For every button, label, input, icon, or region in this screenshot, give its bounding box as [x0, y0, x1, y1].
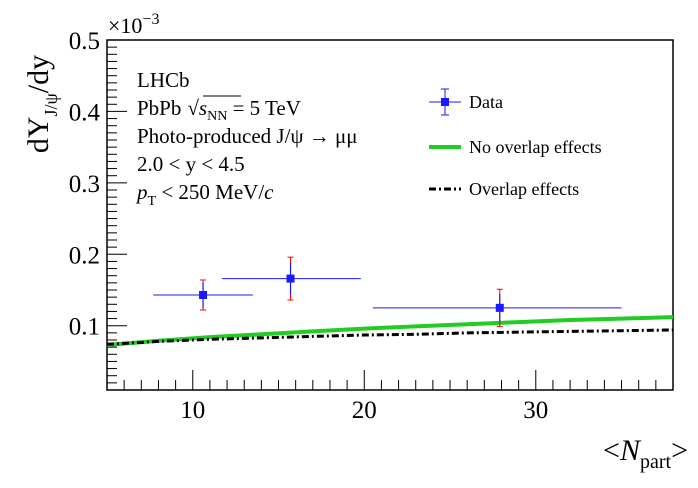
y-axis: 0.1 0.2 0.3 0.4 0.5 [69, 28, 127, 384]
x-axis-title: <Npart> [603, 434, 688, 473]
annotation-pt-unit: c [264, 180, 274, 204]
annotation-pt-cut: pT < 250 MeV/c [135, 180, 274, 209]
data-points-layer [153, 256, 622, 327]
legend-entry-data: Data [429, 88, 503, 116]
x-tick-label: 30 [523, 397, 548, 424]
legend-label-overlap: Overlap effects [469, 179, 579, 199]
y-axis-title-tail: /dy [22, 55, 55, 93]
plot-frame [106, 39, 674, 391]
annotation-rapidity: 2.0 < y < 4.5 [137, 152, 245, 176]
data-point [221, 256, 361, 301]
annotation-s-sub: NN [207, 109, 227, 124]
annotation-experiment: LHCb [137, 68, 190, 92]
x-axis: 10 20 30 [106, 370, 674, 424]
annotation-system-prefix: PbPb [137, 96, 181, 120]
y-axis-title-sub: J/ψ [41, 92, 61, 116]
y-tick-label: 0.2 [69, 242, 100, 269]
annotation-sqrt-symbol: √ [187, 96, 199, 120]
y-exponent-base: ×10 [108, 13, 142, 38]
annotation-pt-sub: T [148, 194, 157, 209]
x-tick-label: 10 [180, 397, 205, 424]
y-tick-label: 0.3 [69, 171, 100, 198]
data-marker [199, 291, 208, 299]
series-overlap-curve [106, 328, 674, 346]
series-no-overlap-curve [106, 315, 674, 347]
y-tick-label: 0.1 [69, 314, 100, 341]
annotation-energy: = 5 TeV [227, 96, 301, 120]
annotation-system: PbPb √sNN = 5 TeV [137, 96, 301, 124]
y-tick-label: 0.4 [69, 99, 101, 126]
data-marker [495, 303, 504, 312]
legend-label-data: Data [469, 92, 503, 112]
data-marker [286, 274, 295, 283]
x-axis-title-close: > [671, 434, 688, 467]
legend-data-marker [441, 98, 449, 106]
y-exponent-power: −3 [142, 11, 159, 28]
x-axis-title-open: < [603, 434, 620, 467]
y-axis-title-main: dY [22, 116, 55, 153]
annotation-block: LHCb PbPb √sNN = 5 TeV Photo-produced J/ψ… [135, 68, 358, 209]
legend-entry-overlap: Overlap effects [429, 179, 579, 199]
annotation-s-var: s [199, 96, 207, 120]
x-axis-title-sub: part [640, 451, 672, 473]
data-point [153, 279, 253, 311]
x-tick-label: 20 [352, 397, 377, 424]
curves-layer [106, 315, 674, 347]
annotation-pt-var: p [135, 180, 148, 204]
y-exponent-label: ×10−3 [108, 11, 159, 38]
annotation-process: Photo-produced J/ψ → μμ [137, 124, 358, 148]
x-axis-title-var: N [619, 434, 642, 467]
y-axis-title: dYJ/ψ/dy [22, 55, 61, 153]
legend-label-no-overlap: No overlap effects [469, 137, 602, 157]
y-tick-label: 0.5 [69, 28, 100, 55]
legend-entry-no-overlap: No overlap effects [429, 137, 602, 157]
data-point [372, 288, 622, 327]
annotation-pt-cut-text: < 250 MeV/ [156, 180, 264, 204]
legend: Data No overlap effects Overlap effects [429, 88, 602, 199]
